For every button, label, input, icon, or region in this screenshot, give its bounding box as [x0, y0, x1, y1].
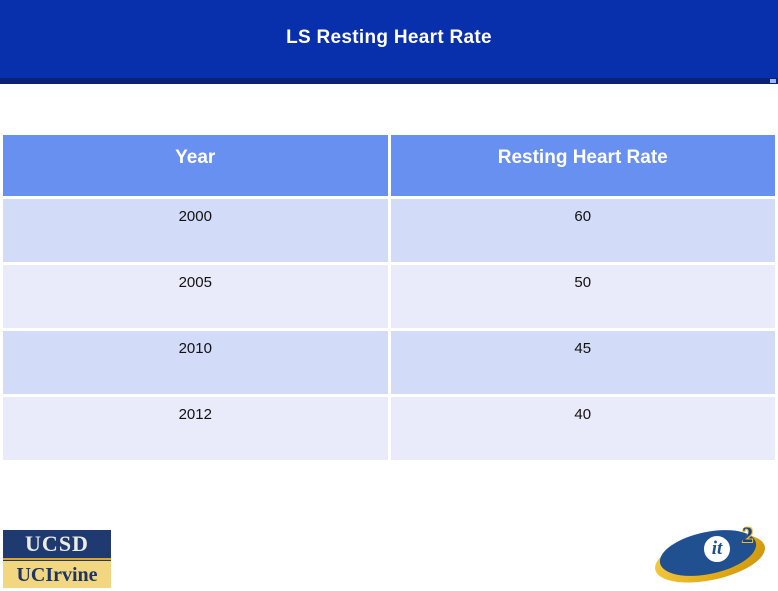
cell-rate: 60 [390, 199, 775, 262]
table-row: 2005 50 [3, 265, 775, 328]
cell-year: 2000 [3, 199, 388, 262]
cell-rate: 45 [390, 331, 775, 394]
column-header-year: Year [3, 135, 388, 196]
ucsd-gold-rule [3, 558, 111, 560]
ucirvine-logo-panel: UCIrvine [3, 561, 111, 588]
cell-year: 2005 [3, 265, 388, 328]
cell-rate: 40 [390, 397, 775, 460]
calit2-superscript-2: 2 [742, 522, 753, 547]
slide-header-banner: LS Resting Heart Rate [0, 0, 778, 84]
ucsd-logo-panel: UCSD [3, 530, 111, 561]
resting-heart-rate-table: Year Resting Heart Rate 2000 60 2005 50 … [0, 132, 778, 463]
ucsd-uci-logo: UCSD UCIrvine [3, 530, 111, 588]
table-row: 2000 60 [3, 199, 775, 262]
table-row: 2010 45 [3, 331, 775, 394]
calit2-it-circle: it [701, 533, 733, 565]
banner-strip-notch [770, 79, 776, 83]
ucsd-wordmark: UCSD [25, 531, 89, 556]
cell-year: 2012 [3, 397, 388, 460]
slide-title: LS Resting Heart Rate [286, 27, 492, 48]
cell-rate: 50 [390, 265, 775, 328]
ucirvine-wordmark: UCIrvine [16, 563, 98, 586]
table-row: 2012 40 [3, 397, 775, 460]
banner-bottom-strip [0, 78, 778, 84]
table-header-row: Year Resting Heart Rate [3, 135, 775, 196]
calit2-it-text: it [711, 537, 723, 559]
column-header-resting-heart-rate: Resting Heart Rate [390, 135, 775, 196]
cell-year: 2010 [3, 331, 388, 394]
calit2-logo: it 2 [650, 522, 774, 591]
